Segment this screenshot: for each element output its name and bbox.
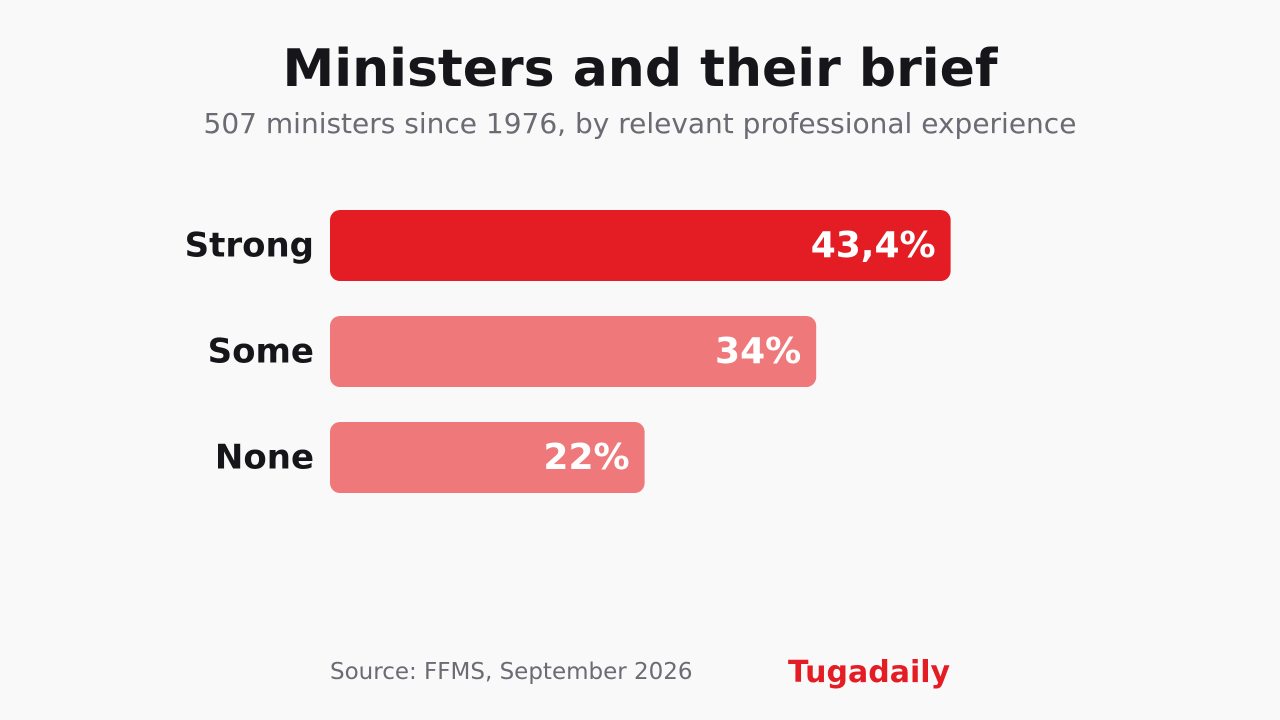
value-label-strong: 43,4% (811, 225, 936, 266)
source-note: Source: FFMS, September 2026 (330, 659, 693, 685)
category-label-strong: Strong (185, 226, 314, 266)
category-label-none: None (215, 438, 314, 478)
value-label-none: 22% (543, 437, 629, 478)
bar-none (330, 422, 645, 493)
category-label-some: Some (208, 332, 314, 372)
bar-strong (330, 210, 951, 281)
brand-logo: Tugadaily (788, 655, 951, 690)
chart-subtitle: 507 ministers since 1976, by relevant pr… (203, 107, 1077, 140)
bar-some (330, 316, 817, 387)
value-label-some: 34% (715, 331, 801, 372)
chart-title: Ministers and their brief (282, 39, 998, 99)
